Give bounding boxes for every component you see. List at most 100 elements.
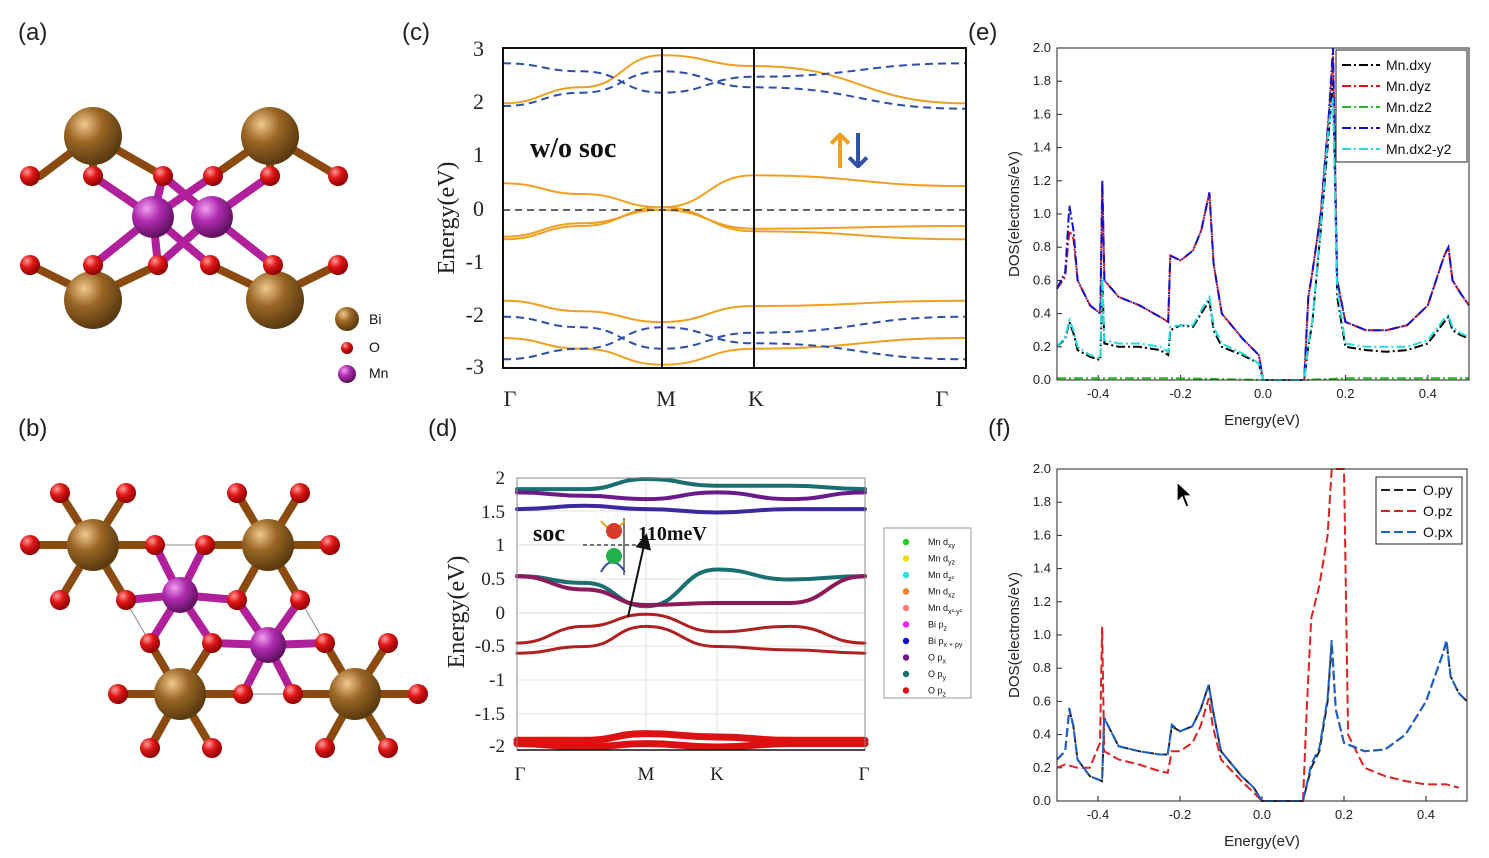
panel-c-ytick: 1	[473, 142, 484, 167]
ytick-label: 1.2	[1033, 173, 1051, 188]
panel-d-ytick: -0.5	[475, 636, 505, 657]
panel-f-legend-box	[1375, 476, 1463, 545]
orbital-legend-dot	[902, 571, 910, 579]
panel-f-xlabel: Energy(eV)	[1224, 833, 1300, 850]
panel-c-frame	[502, 47, 967, 369]
ytick-label: 0.0	[1033, 793, 1051, 808]
panel-c-annotation: w/o soc	[530, 133, 616, 164]
ytick-label: 1.4	[1033, 561, 1051, 576]
vb-dot	[606, 548, 622, 564]
panel-c-ytick: 3	[473, 36, 484, 61]
orbital-legend-label: Mn dyz	[928, 554, 956, 567]
ytick-label: 2.0	[1033, 40, 1051, 55]
spin-up-band	[502, 54, 967, 105]
orbital-legend-dot	[902, 555, 910, 562]
panel-d-xtick: Γ	[515, 764, 526, 785]
dos-series-o-px	[1056, 639, 1468, 802]
panel-b-label: (b)	[18, 415, 47, 442]
panel-e-legend-box	[1335, 49, 1468, 163]
xtick-label: 0.2	[1336, 386, 1354, 401]
dos-series-o-pz	[1056, 468, 1460, 802]
panel-d-legend: Mn dxy Mn dyz Mn dz² Mn dxz Mn dx²-y² Bi pz Bi…	[883, 527, 972, 699]
soc-band	[515, 476, 867, 492]
legend-label: O.pz	[1423, 503, 1453, 519]
orbital-legend-dot	[902, 637, 910, 645]
panel-d-ytick: -1.5	[475, 704, 505, 725]
mouse-cursor-icon	[1176, 481, 1194, 508]
panel-f-frame	[1056, 468, 1468, 802]
panel-d-xtick: M	[638, 764, 655, 785]
ytick-label: 0.8	[1033, 660, 1051, 675]
xtick-label: -0.2	[1169, 386, 1191, 401]
xtick-label: 0.4	[1419, 386, 1437, 401]
dos-series-mn-dxz	[1056, 47, 1470, 381]
panel-e-ylabel: DOS(electrons/eV)	[1006, 151, 1023, 277]
panel-f-ylabel: DOS(electrons/eV)	[1006, 572, 1023, 698]
panel-d-ytick: 1.5	[481, 502, 505, 523]
ytick-label: 1.6	[1033, 527, 1051, 542]
orbital-legend-label: O pz	[928, 686, 947, 699]
soc-band	[515, 490, 867, 502]
spin-up-band	[502, 299, 967, 324]
orbital-legend-label: O py	[928, 669, 947, 682]
spin-up-band	[502, 337, 967, 366]
panel-c: (c) 3 2 1 0 -1 -2 -3 Γ M K Γ Energy(eV) …	[402, 19, 967, 411]
spin-up-band	[502, 208, 967, 238]
soc-band	[515, 624, 867, 655]
legend-label: Mn.dyz	[1386, 78, 1431, 94]
panel-b: (b)	[18, 415, 428, 758]
panel-d-bands	[513, 476, 869, 751]
orbital-legend-dot	[902, 588, 910, 595]
panel-d-ytick: 0	[496, 603, 506, 624]
panel-d-frame	[516, 477, 866, 751]
orbital-legend-dot	[902, 654, 910, 661]
spin-down-arrow: ↓	[838, 124, 878, 180]
ytick-label: 1.6	[1033, 106, 1051, 121]
legend-label: Mn.dxz	[1386, 120, 1431, 136]
panel-d-ytick: 0.5	[481, 569, 505, 590]
panel-c-xtick: K	[748, 386, 764, 411]
ytick-label: 0.6	[1033, 693, 1051, 708]
panel-a-label: (a)	[18, 19, 47, 46]
panel-e-xlabel: Energy(eV)	[1224, 412, 1300, 429]
orbital-legend-label: O px	[928, 653, 947, 666]
soc-band	[515, 574, 867, 608]
xtick-label: -0.2	[1169, 807, 1191, 822]
panel-e-frame	[1056, 47, 1470, 381]
spin-down-band	[502, 62, 967, 94]
panel-a: (a)	[18, 19, 388, 383]
panel-d-ytick: -1	[489, 670, 505, 691]
soc-band	[515, 503, 867, 515]
orbital-legend-label: Mn dxz	[928, 587, 956, 600]
panel-d: (d) 2 1.5 1 0.5 0 -0.5 -1 -1.5 -2 Γ M K …	[428, 415, 972, 785]
orbital-legend-dot	[902, 604, 910, 612]
legend-label: Mn.dz2	[1386, 99, 1432, 115]
panel-e-axes: 2.0 1.8 1.6 1.4 1.2 1.0 0.8 0.6 0.4 0.2 0.0 -0.4 -0.…	[1033, 40, 1437, 401]
spin-down-band	[502, 326, 967, 361]
panel-f-label: (f)	[988, 415, 1011, 442]
panel-a-structure	[20, 107, 348, 329]
xtick-label: 0.0	[1253, 807, 1271, 822]
panel-d-ytick: 2	[496, 468, 506, 489]
legend-mn-swatch	[338, 365, 356, 383]
spin-up-arrow: ↑	[820, 124, 860, 180]
legend-bi-swatch	[335, 307, 359, 331]
panel-d-xtick: Γ	[859, 764, 870, 785]
xtick-label: -0.4	[1087, 386, 1109, 401]
panel-e-label: (e)	[968, 19, 997, 46]
panel-d-grid	[517, 477, 865, 750]
legend-label: O.py	[1423, 482, 1453, 498]
panel-d-gap-label: 110meV	[638, 523, 707, 545]
panel-f-series	[1056, 468, 1468, 802]
panel-e-legend: Mn.dxy Mn.dyz Mn.dz2 Mn.dxz Mn.dx2-y2	[1335, 49, 1468, 163]
panel-f-legend: O.py O.pz O.px	[1375, 476, 1463, 545]
panel-c-xtick: Γ	[504, 386, 517, 411]
panel-c-ytick: -2	[466, 302, 484, 327]
orbital-legend-dot	[902, 538, 910, 546]
legend-label: O.px	[1423, 524, 1453, 540]
legend-label: Mn.dx2-y2	[1386, 141, 1452, 157]
soc-band	[513, 740, 869, 751]
panel-c-xtick: Γ	[936, 386, 949, 411]
panel-e: (e) 2.0 1.8 1.6 1.4 1.2 1.0 0.8 0.6 0.4 0.2 0.0 -0.…	[968, 19, 1470, 429]
